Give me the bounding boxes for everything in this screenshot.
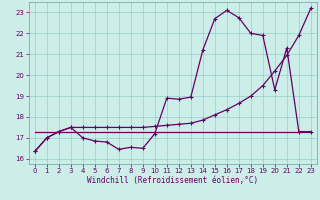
X-axis label: Windchill (Refroidissement éolien,°C): Windchill (Refroidissement éolien,°C) bbox=[87, 176, 258, 185]
